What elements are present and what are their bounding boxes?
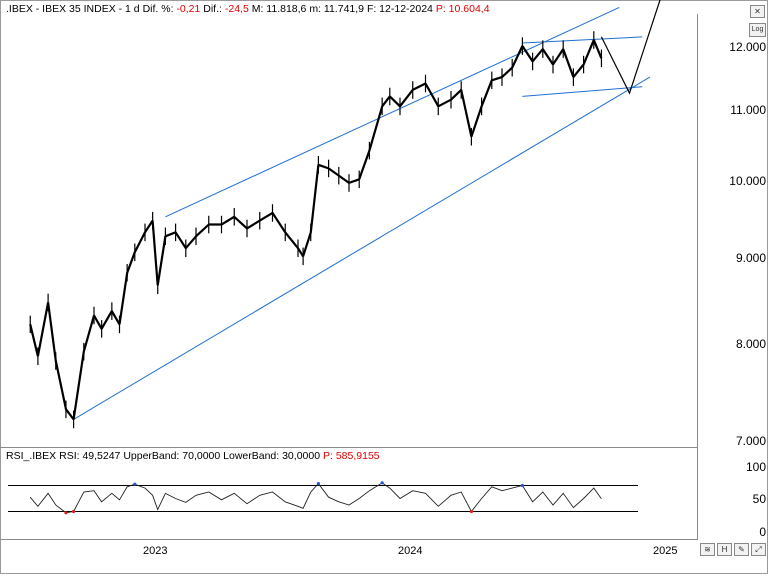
expand-icon[interactable]: ⤢ bbox=[751, 543, 766, 556]
rsi-tick: 0 bbox=[759, 525, 766, 539]
rsi-label: RSI_.IBEX RSI: 49,5247 UpperBand: 70,000… bbox=[6, 450, 321, 462]
price-tick: 9.000 bbox=[735, 251, 766, 265]
log-scale-button[interactable]: Log bbox=[749, 23, 766, 37]
time-tick: 2025 bbox=[653, 545, 678, 557]
close-icon[interactable]: ✕ bbox=[750, 5, 765, 18]
rsi-series-line bbox=[29, 482, 602, 514]
rsi-overbought-point bbox=[133, 482, 137, 486]
rsi-p-value: 585,9155 bbox=[335, 450, 380, 462]
rsi-oversold-point bbox=[64, 511, 68, 515]
rsi-pane bbox=[8, 481, 638, 515]
high-value: M: 11.818,6 bbox=[251, 3, 307, 15]
change-pct-value: -0,21 bbox=[176, 3, 201, 15]
change-pct-label: Dif. %: bbox=[142, 3, 174, 15]
price-pane bbox=[29, 0, 661, 429]
projection-path bbox=[600, 0, 661, 95]
price-label: P: bbox=[435, 3, 446, 15]
triangle-upper-line bbox=[522, 36, 643, 44]
date-value: F: 12-12-2024 bbox=[366, 3, 433, 15]
rsi-tick: 50 bbox=[752, 492, 766, 506]
channel-resistance-line bbox=[165, 6, 620, 218]
wave-icon[interactable]: ≋ bbox=[700, 543, 715, 556]
rsi-tick: 100 bbox=[745, 460, 766, 474]
price-header: .IBEX - IBEX 35 INDEX - 1 d Dif. %: -0,2… bbox=[6, 3, 490, 15]
price-tick: 11.000 bbox=[730, 103, 766, 117]
price-tick: 10.000 bbox=[729, 174, 766, 188]
rsi-oversold-point bbox=[469, 509, 473, 514]
symbol-label: .IBEX - IBEX 35 INDEX - 1 d bbox=[6, 3, 140, 15]
rsi-p-label: P: bbox=[322, 450, 333, 462]
price-tick: 7.000 bbox=[735, 434, 766, 448]
rsi-overbought-point bbox=[520, 483, 525, 488]
low-value: m: 11.741,9 bbox=[309, 3, 365, 15]
rsi-header: RSI_.IBEX RSI: 49,5247 UpperBand: 70,000… bbox=[6, 450, 380, 462]
edit-icon[interactable]: ✎ bbox=[734, 543, 749, 556]
price-series-line bbox=[29, 39, 603, 421]
rsi-overbought-point bbox=[316, 481, 320, 486]
price-value: 10.604,4 bbox=[448, 3, 490, 15]
change-label: Dif.: bbox=[203, 3, 222, 15]
time-tick: 2023 bbox=[143, 545, 168, 557]
triangle-lower-line bbox=[522, 86, 643, 97]
channel-support-line bbox=[73, 76, 651, 420]
change-value: -24,5 bbox=[224, 3, 249, 15]
price-tick: 8.000 bbox=[735, 337, 766, 351]
price-axis-line bbox=[697, 14, 698, 540]
pane-divider[interactable] bbox=[0, 447, 698, 448]
h-icon[interactable]: H bbox=[717, 543, 732, 556]
time-axis-line bbox=[0, 539, 698, 540]
price-tick: 12.000 bbox=[729, 40, 766, 54]
rsi-overbought-point bbox=[380, 481, 384, 485]
time-tick: 2024 bbox=[398, 545, 423, 557]
rsi-oversold-point bbox=[72, 509, 76, 514]
